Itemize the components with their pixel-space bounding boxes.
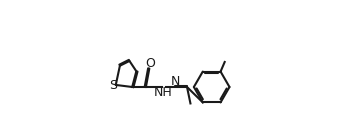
Text: N: N [171,75,181,88]
Text: O: O [145,57,155,69]
Text: NH: NH [154,86,172,99]
Text: S: S [109,79,117,92]
